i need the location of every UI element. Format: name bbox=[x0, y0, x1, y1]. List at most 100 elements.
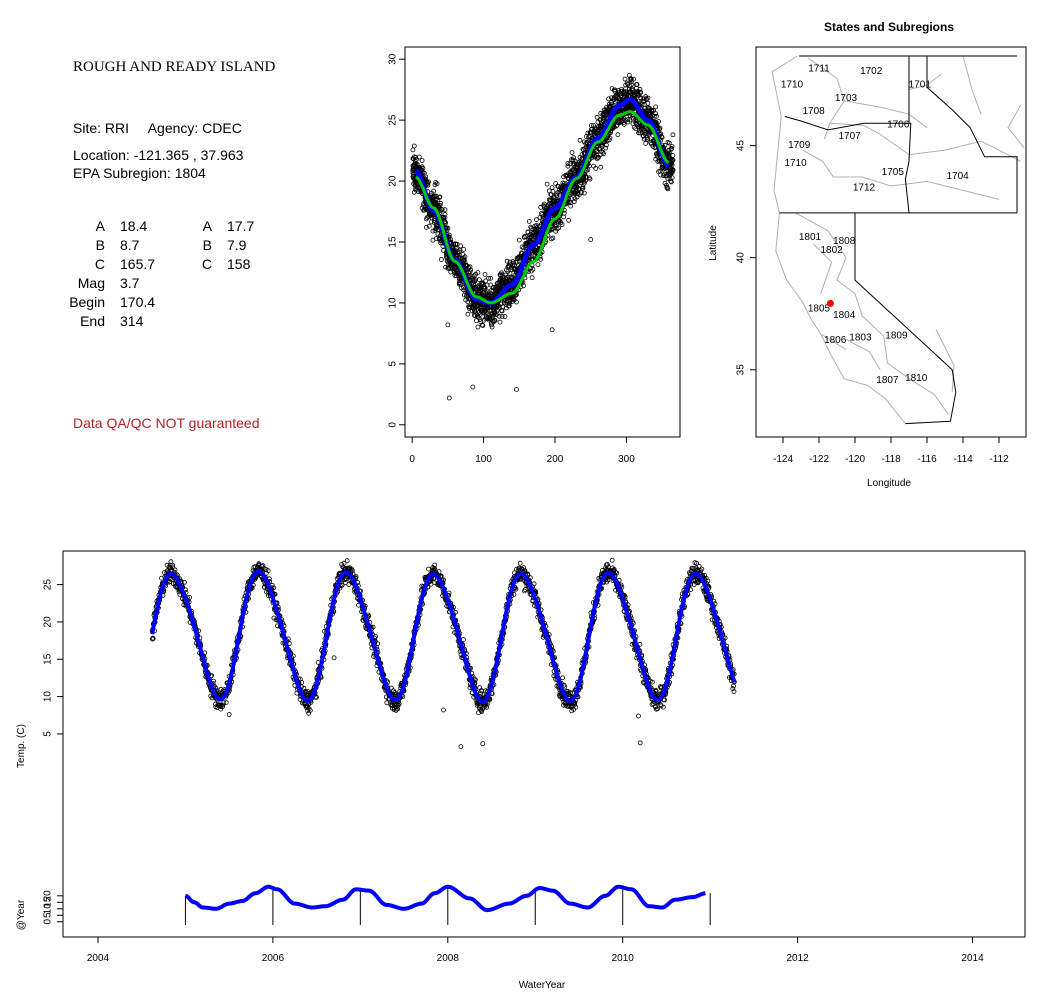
doy-point bbox=[568, 203, 574, 209]
stat-right-value-c: 158 bbox=[227, 256, 251, 272]
map-region-label: 1703 bbox=[835, 93, 858, 104]
stat-left-label-a: A bbox=[96, 218, 106, 234]
doy-point bbox=[466, 296, 472, 302]
doy-xtick-label: 0 bbox=[409, 454, 415, 465]
timeseries-ytick-label: 25 bbox=[43, 579, 54, 591]
doy-ytick-label: 20 bbox=[388, 175, 399, 187]
doy-point bbox=[477, 317, 483, 322]
doy-point bbox=[670, 152, 676, 158]
map-ytick-label: 40 bbox=[736, 252, 747, 264]
doy-outlier bbox=[588, 237, 594, 242]
stat-left-label-begin: Begin bbox=[69, 294, 105, 310]
map-subregion-boundary bbox=[962, 55, 982, 115]
doy-point bbox=[447, 266, 453, 271]
doy-point bbox=[566, 217, 571, 223]
doy-point bbox=[413, 185, 419, 191]
stat-left-value-end: 314 bbox=[120, 313, 144, 329]
stat-left-label-mag: Mag bbox=[78, 275, 105, 291]
doy-point bbox=[569, 150, 575, 155]
doy-ytick-label: 5 bbox=[388, 361, 399, 367]
doy-ytick-label: 0 bbox=[388, 422, 399, 428]
stat-right-label-c: C bbox=[202, 256, 212, 272]
doy-point bbox=[410, 147, 416, 153]
doy-point bbox=[443, 264, 449, 270]
stat-left-value-a: 18.4 bbox=[120, 218, 147, 234]
stat-left-value-begin: 170.4 bbox=[120, 294, 155, 310]
map-region-label: 1711 bbox=[808, 64, 830, 75]
map-region-label: 1707 bbox=[838, 131, 861, 142]
map-region-label: 1712 bbox=[853, 182, 876, 193]
doy-point bbox=[483, 278, 489, 284]
site-title: ROUGH AND READY ISLAND bbox=[73, 59, 276, 75]
timeseries-ytick-label: 15 bbox=[43, 653, 54, 665]
doy-point bbox=[665, 139, 671, 145]
doy-point bbox=[549, 185, 555, 191]
map-region-label: 1710 bbox=[784, 158, 807, 169]
doy-ytick-label: 25 bbox=[388, 114, 399, 126]
timeseries-xtick-label: 2014 bbox=[961, 953, 984, 964]
timeseries-ylabel: Temp. (C) bbox=[16, 724, 27, 768]
map-region-label: 1710 bbox=[781, 79, 804, 90]
doy-ytick-label: 15 bbox=[388, 236, 399, 248]
map-xtick-label: -120 bbox=[845, 454, 865, 465]
map-region-label: 1708 bbox=[802, 106, 825, 117]
doy-point bbox=[593, 165, 599, 171]
doy-point bbox=[516, 237, 522, 243]
map-region-label: 1801 bbox=[799, 232, 822, 243]
doy-point bbox=[430, 228, 436, 234]
timeseries-ytick-label: 10 bbox=[43, 691, 54, 703]
map-ylabel: Latitude bbox=[708, 225, 719, 261]
map-region-label: 1809 bbox=[885, 330, 908, 341]
map-region-label: 1805 bbox=[808, 303, 831, 314]
timeseries-point bbox=[344, 558, 350, 564]
doy-point bbox=[502, 314, 508, 319]
doy-point bbox=[465, 311, 471, 317]
timeseries-xtick-label: 2012 bbox=[786, 953, 809, 964]
map-region-label: 1704 bbox=[946, 171, 969, 182]
timeseries-xtick-label: 2010 bbox=[612, 953, 635, 964]
doy-point bbox=[550, 235, 556, 241]
doy-point bbox=[598, 164, 604, 170]
site-agency-line: Site: RRI Agency: CDEC bbox=[73, 120, 242, 136]
map-xtick-label: -116 bbox=[917, 454, 937, 465]
doy-outlier bbox=[470, 384, 476, 390]
doy-point bbox=[641, 98, 646, 104]
map-subregion-boundary bbox=[935, 329, 955, 393]
timeseries-xtick-label: 2004 bbox=[87, 953, 110, 964]
doy-point bbox=[521, 283, 526, 289]
map-region-label: 1706 bbox=[887, 120, 910, 131]
doy-point bbox=[544, 181, 550, 187]
doy-point bbox=[535, 262, 541, 268]
doy-ytick-label: 30 bbox=[388, 53, 399, 65]
info-panel: ROUGH AND READY ISLAND Site: RRI Agency:… bbox=[69, 59, 275, 431]
doy-point bbox=[553, 181, 559, 187]
doy-point bbox=[423, 224, 429, 230]
stat-left-value-b: 8.7 bbox=[120, 237, 140, 253]
doy-point bbox=[622, 76, 628, 82]
map-state-boundary bbox=[926, 56, 1018, 213]
timeseries-lower-ytick-label: 20 bbox=[43, 890, 54, 902]
doy-point bbox=[491, 318, 497, 324]
timeseries-point bbox=[426, 566, 431, 572]
timeseries-ytick-label: 5 bbox=[43, 731, 54, 737]
stat-left-label-b: B bbox=[96, 237, 105, 253]
map-region-label: 1701 bbox=[909, 79, 932, 90]
doy-point bbox=[475, 324, 481, 330]
doy-point bbox=[615, 132, 621, 138]
doy-xtick-label: 200 bbox=[547, 454, 564, 465]
map-xtick-label: -114 bbox=[953, 454, 973, 465]
stat-left-value-mag: 3.7 bbox=[120, 275, 140, 291]
timeseries-xlabel: WaterYear bbox=[519, 980, 566, 991]
doy-point bbox=[458, 281, 464, 287]
doy-point bbox=[664, 184, 670, 190]
doy-points bbox=[410, 73, 676, 401]
stat-left-label-c: C bbox=[95, 256, 105, 272]
timeseries-plot: WaterYear Temp. (C) @Year 2004 2006 2008 20… bbox=[16, 550, 1026, 991]
map-xlabel: Longitude bbox=[867, 478, 911, 489]
map-subregion-boundary bbox=[829, 122, 1021, 162]
doy-point bbox=[413, 187, 419, 193]
map-region-label: 1709 bbox=[788, 140, 811, 151]
timeseries-xtick-label: 2008 bbox=[437, 953, 460, 964]
doy-point bbox=[465, 299, 471, 305]
doy-xtick-label: 300 bbox=[618, 454, 635, 465]
